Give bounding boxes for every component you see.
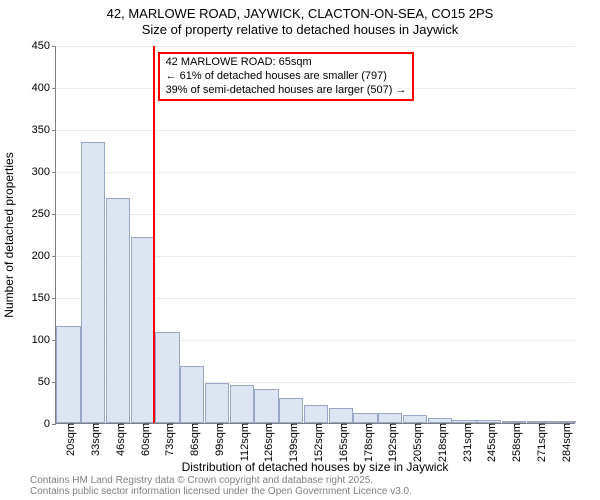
bar [180,366,204,423]
x-axis-label: Distribution of detached houses by size … [55,460,575,474]
chart-container: 42, MARLOWE ROAD, JAYWICK, CLACTON-ON-SE… [0,0,600,500]
attribution-line-1: Contains HM Land Registry data © Crown c… [30,475,412,486]
y-tick-label: 300 [32,166,56,178]
bar [304,405,328,423]
y-tick-label: 50 [38,376,56,388]
bar [378,413,402,423]
x-tick-label: 99sqm [208,423,226,456]
y-tick-label: 350 [32,124,56,136]
y-tick-label: 150 [32,292,56,304]
x-tick-label: 73sqm [158,423,176,456]
x-tick-label: 152sqm [307,423,325,462]
x-tick-label: 178sqm [357,423,375,462]
gridline [56,172,575,173]
bar [230,385,254,423]
callout-line: 39% of semi-detached houses are larger (… [166,84,407,98]
bar [155,332,179,423]
bar [279,398,303,423]
x-tick-label: 218sqm [431,423,449,462]
x-tick-label: 60sqm [134,423,152,456]
gridline [56,46,575,47]
x-tick-label: 231sqm [456,423,474,462]
x-tick-label: 271sqm [530,423,548,462]
y-tick-label: 100 [32,334,56,346]
y-tick-label: 400 [32,82,56,94]
gridline [56,214,575,215]
title-line-2: Size of property relative to detached ho… [0,22,600,38]
x-tick-label: 284sqm [555,423,573,462]
x-tick-label: 112sqm [233,423,251,461]
bar [403,415,427,423]
attribution: Contains HM Land Registry data © Crown c… [30,475,412,497]
x-tick-label: 165sqm [332,423,350,462]
x-tick-label: 86sqm [183,423,201,456]
bar [131,237,155,423]
y-tick-label: 250 [32,208,56,220]
bar [81,142,105,423]
bar [56,326,80,423]
bar [353,413,377,423]
x-tick-label: 205sqm [406,423,424,462]
bar [106,198,130,423]
callout-line: ← 61% of detached houses are smaller (79… [166,70,407,84]
x-tick-label: 192sqm [381,423,399,462]
callout-line: 42 MARLOWE ROAD: 65sqm [166,56,407,70]
title-block: 42, MARLOWE ROAD, JAYWICK, CLACTON-ON-SE… [0,0,600,37]
plot-area: 05010015020025030035040045020sqm33sqm46s… [55,46,575,424]
y-tick-label: 450 [32,40,56,52]
x-tick-label: 126sqm [257,423,275,462]
y-tick-label: 0 [44,418,56,430]
bar [205,383,229,423]
x-tick-label: 245sqm [480,423,498,462]
bar [254,389,278,423]
x-tick-label: 46sqm [109,423,127,456]
x-tick-label: 20sqm [59,423,77,456]
x-tick-label: 33sqm [84,423,102,456]
x-tick-label: 258sqm [505,423,523,462]
y-tick-label: 200 [32,250,56,262]
marker-line [153,46,155,423]
gridline [56,130,575,131]
y-axis-label: Number of detached properties [2,46,18,424]
title-line-1: 42, MARLOWE ROAD, JAYWICK, CLACTON-ON-SE… [0,6,600,22]
x-tick-label: 139sqm [282,423,300,462]
plot-surface: 05010015020025030035040045020sqm33sqm46s… [55,46,575,424]
bar [329,408,353,423]
attribution-line-2: Contains public sector information licen… [30,486,412,497]
marker-callout: 42 MARLOWE ROAD: 65sqm← 61% of detached … [158,52,415,101]
